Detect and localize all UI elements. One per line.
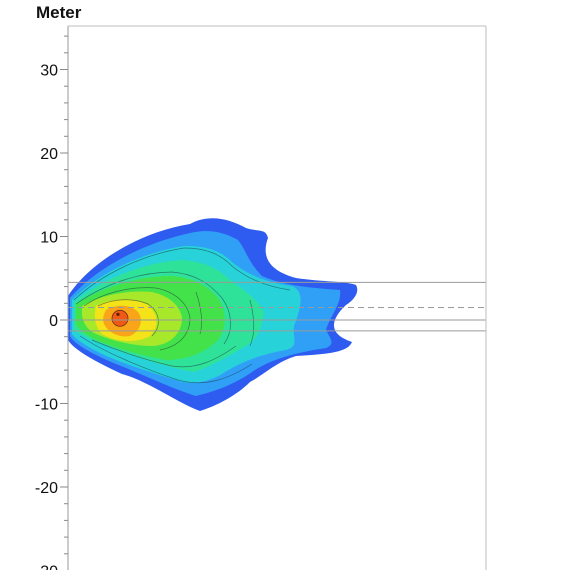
- peak-dot: [116, 312, 120, 316]
- y-axis-unit: Meter: [36, 3, 82, 22]
- contour-line: [97, 299, 159, 337]
- contour-line: [75, 271, 231, 345]
- y-tick-label: 20: [40, 146, 58, 163]
- y-tick-label: 30: [40, 63, 58, 80]
- contour-line: [73, 247, 291, 301]
- contour-line: [249, 299, 255, 347]
- y-tick-label: -20: [35, 480, 58, 497]
- contour-line: [79, 335, 253, 384]
- y-tick-label: -10: [35, 397, 58, 414]
- reference-lines: [68, 281, 486, 332]
- contour-line: [91, 339, 237, 368]
- peak-marker: [111, 309, 129, 327]
- y-tick-label: -30: [35, 564, 58, 570]
- axes: 30 20 10 0 -10 -20 -30: [35, 25, 487, 570]
- y-tick-label: 10: [40, 230, 58, 247]
- density-contours: [68, 218, 358, 411]
- y-tick-label: 0: [49, 313, 58, 330]
- contour-line: [83, 287, 191, 351]
